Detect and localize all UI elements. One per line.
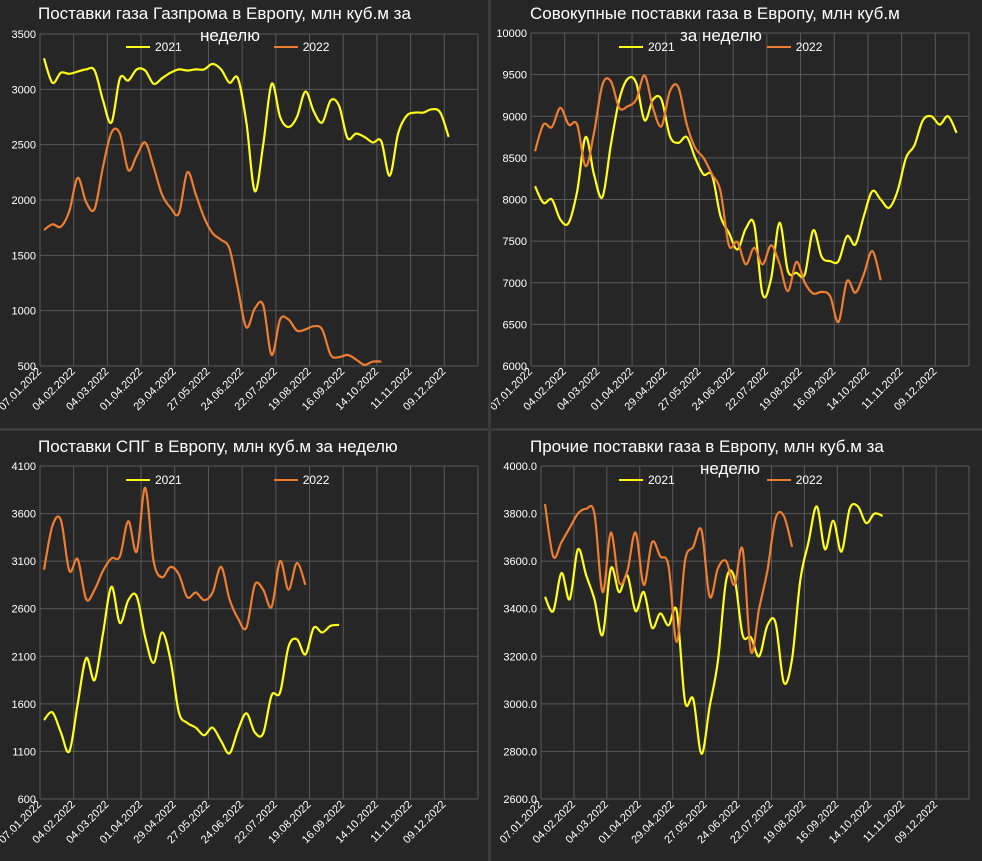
- legend-swatch-2022: [766, 479, 791, 481]
- y-tick-label: 8000: [503, 195, 527, 207]
- y-tick-label: 600: [18, 794, 36, 806]
- y-tick-label: 7000: [503, 278, 527, 290]
- chart-svg-gazprom: 35003000250020001500100050007.01.202204.…: [0, 29, 479, 413]
- series-line-2021: [543, 502, 883, 755]
- y-tick-label: 500: [18, 361, 36, 373]
- y-tick-label: 1100: [12, 746, 36, 758]
- legend-other: 2021 2022: [619, 473, 822, 487]
- y-tick-label: 1000: [12, 306, 36, 318]
- y-tick-label: 8500: [503, 153, 527, 165]
- legend-swatch-2022: [766, 46, 791, 48]
- legend-label-2022: 2022: [795, 473, 823, 487]
- y-tick-label: 3100: [12, 556, 36, 568]
- y-tick-label: 3000.0: [503, 699, 537, 711]
- legend-label-2021: 2021: [155, 473, 182, 487]
- y-tick-label: 2100: [12, 651, 36, 663]
- chart-title-total-line1: Совокупные поставки газа в Европу, млн к…: [530, 4, 900, 23]
- y-tick-label: 2500: [12, 140, 36, 152]
- legend-swatch-2021: [126, 46, 150, 48]
- legend-label-2022: 2022: [795, 40, 823, 54]
- chart-panel-gazprom: 3500 3000 2500 2000 1500 1000 500 07.01.2022 04.…: [0, 0, 488, 428]
- chart-title-lng: Поставки СПГ в Европу, млн куб.м за неде…: [38, 436, 478, 458]
- y-tick-label: 4000.0: [503, 461, 537, 473]
- legend-label-2021: 2021: [155, 40, 182, 54]
- legend-lng: 2021 2022: [126, 473, 329, 487]
- chart-title-other-line1: Прочие поставки газа в Европу, млн куб.м…: [530, 437, 884, 456]
- legend-swatch-2021: [619, 46, 643, 48]
- chart-panel-other: 4000.0 3800.0 3600.0 3400.0 3200.0 3000.0 2800…: [491, 431, 982, 861]
- chart-svg-total: 100009500900085008000750070006500600007.…: [491, 28, 970, 413]
- chart-title-gazprom-line1: Поставки газа Газпрома в Европу, млн куб…: [38, 4, 411, 23]
- y-tick-label: 9500: [503, 70, 527, 82]
- legend-gazprom: 2021 2022: [126, 40, 329, 54]
- chart-title-other: Прочие поставки газа в Европу, млн куб.м…: [530, 436, 970, 480]
- y-tick-label: 1600: [12, 699, 36, 711]
- y-tick-label: 3200.0: [503, 651, 537, 663]
- legend-label-2021: 2021: [648, 40, 675, 54]
- chart-title-gazprom: Поставки газа Газпрома в Европу, млн куб…: [38, 3, 478, 47]
- y-tick-label: 2800.0: [503, 746, 537, 758]
- y-tick-label: 3500: [12, 29, 36, 41]
- y-tick-label: 3600.0: [503, 556, 537, 568]
- y-tick-label: 6000: [503, 361, 527, 373]
- series-line-2022: [42, 486, 307, 631]
- y-tick-label: 2600: [12, 604, 36, 616]
- y-tick-label: 4100: [12, 461, 36, 473]
- y-tick-label: 3400.0: [503, 604, 537, 616]
- legend-label-2021: 2021: [648, 473, 675, 487]
- legend-swatch-2022: [273, 479, 298, 481]
- y-tick-label: 3800.0: [503, 509, 537, 521]
- y-tick-label: 3000: [12, 84, 36, 96]
- y-tick-label: 7500: [503, 236, 527, 248]
- chart-title-other-line2: неделю: [700, 459, 760, 478]
- y-tick-label: 6500: [503, 319, 527, 331]
- series-line-2022: [543, 503, 794, 655]
- legend-swatch-2022: [273, 46, 298, 48]
- legend-label-2022: 2022: [302, 473, 330, 487]
- legend-swatch-2021: [619, 479, 643, 481]
- y-tick-label: 2600.0: [503, 794, 537, 806]
- series-line-2021: [43, 585, 340, 755]
- chart-title-gazprom-line2: неделю: [200, 26, 260, 45]
- chart-svg-other: 4000.0 3800.0 3600.0 3400.0 3200.0 3000.0 2800…: [498, 461, 970, 846]
- series-line-2022: [43, 127, 382, 367]
- chart-title-total: Совокупные поставки газа в Европу, млн к…: [530, 3, 960, 47]
- y-tick-label: 3600: [12, 509, 36, 521]
- legend-label-2022: 2022: [302, 40, 330, 54]
- series-line-2022: [533, 74, 882, 324]
- chart-panel-lng: 4100 3600 3100 2600 2100 1600 1100 600 07.01.202…: [0, 431, 488, 861]
- y-tick-label: 1500: [12, 250, 36, 262]
- chart-title-lng-line1: Поставки СПГ в Европу, млн куб.м за неде…: [38, 437, 398, 456]
- legend-total: 2021 2022: [619, 40, 822, 54]
- series-line-2021: [534, 75, 958, 299]
- chart-title-total-line2: за неделю: [680, 26, 762, 45]
- series-line-2021: [42, 57, 450, 193]
- chart-panel-total: 10000 9500 9000 8500 8000 7500 7000 6500 6000 07.…: [491, 0, 982, 428]
- y-tick-label: 10000: [496, 28, 527, 40]
- y-tick-label: 2000: [12, 195, 36, 207]
- legend-swatch-2021: [126, 479, 150, 481]
- chart-svg-lng: 410036003100260021001600110060007.01.202…: [0, 461, 479, 846]
- y-tick-label: 9000: [503, 111, 527, 123]
